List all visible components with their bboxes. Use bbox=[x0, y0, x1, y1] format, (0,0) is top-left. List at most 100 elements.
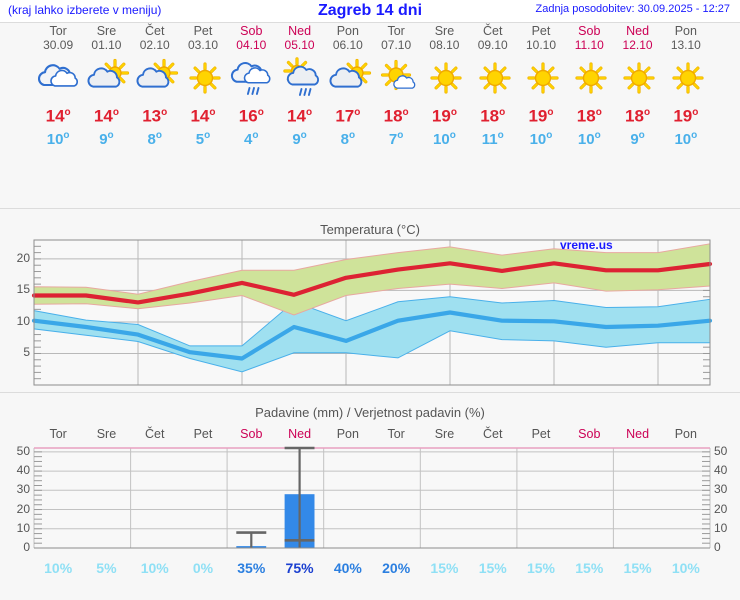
day-date: 12.10 bbox=[622, 38, 653, 52]
temp-max: 18o bbox=[383, 106, 409, 126]
precip-day-label: Ned bbox=[626, 427, 650, 441]
temp-max: 18o bbox=[576, 106, 602, 126]
forecast-day-column[interactable]: Sob 04.10 16o 4o bbox=[227, 24, 275, 149]
day-date: 09.10 bbox=[477, 38, 508, 52]
temp-axis-tick: 10 bbox=[16, 313, 30, 328]
day-name: Sob bbox=[240, 24, 263, 38]
day-name: Tor bbox=[49, 24, 67, 38]
precip-probability: 15% bbox=[575, 560, 604, 576]
day-name: Ned bbox=[288, 24, 312, 38]
precip-probability: 20% bbox=[382, 560, 411, 576]
precip-day-label: Pon bbox=[336, 427, 359, 441]
temp-min: 8o bbox=[147, 129, 162, 148]
precip-day-label: Ned bbox=[288, 427, 312, 441]
temp-min: 10o bbox=[46, 129, 70, 148]
precip-probability: 10% bbox=[44, 560, 73, 576]
sun-rain-icon bbox=[275, 57, 323, 99]
day-name: Sob bbox=[578, 24, 601, 38]
temp-min: 11o bbox=[481, 129, 504, 148]
precip-day-label: Čet bbox=[144, 427, 165, 441]
precip-axis-tick: 10 bbox=[714, 520, 728, 535]
temp-max: 17o bbox=[335, 106, 361, 126]
precip-probability: 15% bbox=[526, 560, 555, 576]
forecast-day-column[interactable]: Pet 03.10 14o 5o bbox=[179, 24, 227, 149]
sunny-icon bbox=[179, 57, 227, 99]
precip-probability: 35% bbox=[237, 560, 266, 576]
precip-probability: 75% bbox=[285, 560, 314, 576]
forecast-day-column[interactable]: Sre 01.10 14o 9o bbox=[82, 24, 130, 149]
day-name: Sre bbox=[434, 24, 455, 38]
day-name: Ned bbox=[626, 24, 650, 38]
precip-day-label: Pet bbox=[531, 427, 551, 441]
day-date: 08.10 bbox=[429, 38, 460, 52]
partly-sunny-icon bbox=[324, 57, 372, 99]
last-update: Zadnja posodobitev: 30.09.2025 - 12:27 bbox=[535, 3, 730, 15]
forecast-day-column[interactable]: Čet 02.10 13o 8o bbox=[131, 24, 179, 149]
precip-axis-tick: 30 bbox=[16, 482, 30, 497]
watermark-label: vreme.us bbox=[560, 238, 613, 252]
precip-probability: 40% bbox=[333, 560, 362, 576]
precip-axis-tick: 50 bbox=[714, 443, 728, 458]
day-name: Čet bbox=[482, 24, 503, 38]
day-date: 30.09 bbox=[43, 38, 74, 52]
precip-day-label: Sob bbox=[240, 427, 263, 441]
day-date: 06.10 bbox=[332, 38, 363, 52]
sun-small-cloud-icon bbox=[372, 57, 420, 99]
forecast-day-column[interactable]: Tor 30.09 14o 10o bbox=[34, 24, 82, 149]
temp-min: 10o bbox=[433, 129, 456, 148]
day-name: Pon bbox=[336, 24, 359, 38]
forecast-day-column[interactable]: Sob 11.10 18o 10o bbox=[565, 24, 613, 149]
temp-max: 14o bbox=[190, 106, 216, 126]
precip-axis-tick: 0 bbox=[23, 540, 30, 554]
day-date: 04.10 bbox=[236, 38, 267, 52]
temperature-chart-title: Temperatura (°C) bbox=[320, 222, 420, 237]
forecast-day-column[interactable]: Čet 09.10 18o 11o bbox=[469, 24, 517, 149]
day-name: Pon bbox=[674, 24, 697, 38]
precip-day-label: Sob bbox=[578, 427, 601, 441]
precip-day-label: Čet bbox=[482, 427, 503, 441]
rain-cloud-icon bbox=[227, 57, 275, 99]
sunny-icon bbox=[469, 57, 517, 99]
precip-day-label: Sre bbox=[96, 427, 117, 441]
temp-max: 14o bbox=[93, 106, 119, 126]
temp-min: 8o bbox=[340, 129, 356, 148]
forecast-day-column[interactable]: Pet 10.10 19o 10o bbox=[517, 24, 565, 149]
forecast-day-column[interactable]: Pon 13.10 19o 10o bbox=[662, 24, 710, 149]
forecast-day-column[interactable]: Sre 08.10 19o 10o bbox=[420, 24, 468, 149]
temp-max: 19o bbox=[431, 106, 457, 126]
day-name: Sre bbox=[96, 24, 117, 38]
precip-axis-tick: 30 bbox=[714, 482, 728, 497]
precip-axis-tick: 20 bbox=[16, 501, 30, 516]
sunny-icon bbox=[420, 57, 468, 99]
top-bar: (kraj lahko izberete v meniju) Zagreb 14… bbox=[0, 0, 740, 22]
precip-axis-tick: 40 bbox=[714, 463, 728, 478]
temp-axis-tick: 20 bbox=[16, 250, 30, 265]
partly-sunny-icon bbox=[82, 57, 130, 99]
temp-min: 5o bbox=[195, 129, 211, 148]
precip-probability: 10% bbox=[671, 560, 700, 576]
divider-bottom bbox=[0, 392, 740, 393]
forecast-day-column[interactable]: Pon 06.10 17o 8o bbox=[324, 24, 372, 149]
temp-min: 7o bbox=[388, 129, 404, 148]
temp-min: 9o bbox=[99, 129, 114, 148]
precip-axis-tick: 40 bbox=[16, 463, 30, 478]
temp-axis-tick: 15 bbox=[16, 282, 30, 297]
temp-max: 19o bbox=[528, 106, 554, 126]
temp-min: 9o bbox=[292, 129, 307, 148]
page-title: Zagreb 14 dni bbox=[317, 2, 423, 19]
precip-day-label: Tor bbox=[49, 427, 67, 441]
sunny-icon bbox=[565, 57, 613, 99]
divider-top bbox=[0, 22, 740, 23]
temp-min: 10o bbox=[674, 129, 698, 148]
day-date: 10.10 bbox=[525, 38, 556, 52]
forecast-day-column[interactable]: Tor 07.10 18o 7o bbox=[372, 24, 420, 149]
forecast-day-column[interactable]: Ned 05.10 14o 9o bbox=[275, 24, 323, 149]
day-date: 02.10 bbox=[139, 38, 170, 52]
forecast-day-column[interactable]: Ned 12.10 18o 9o bbox=[613, 24, 661, 149]
temp-max: 14o bbox=[287, 106, 313, 126]
partly-sunny-icon bbox=[131, 57, 179, 99]
temp-min: 10o bbox=[529, 129, 553, 148]
day-date: 11.10 bbox=[574, 38, 604, 52]
precip-probability: 15% bbox=[623, 560, 652, 576]
temp-max: 18o bbox=[480, 106, 506, 126]
